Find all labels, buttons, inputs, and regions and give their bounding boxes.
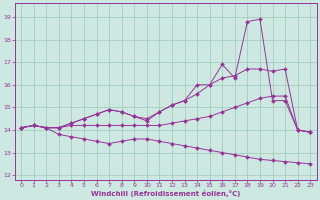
- X-axis label: Windchill (Refroidissement éolien,°C): Windchill (Refroidissement éolien,°C): [91, 190, 240, 197]
